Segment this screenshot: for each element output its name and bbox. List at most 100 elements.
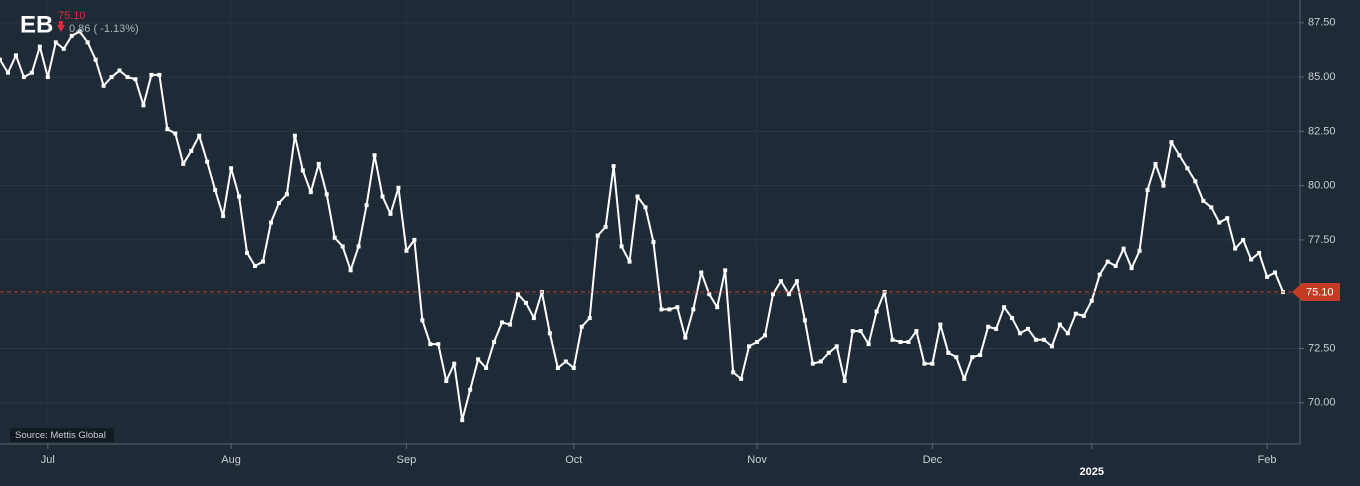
price-point — [962, 376, 967, 381]
price-point — [1002, 305, 1007, 310]
price-point — [253, 263, 258, 268]
price-point — [1241, 237, 1246, 242]
price-point — [93, 57, 98, 62]
price-point — [404, 248, 409, 253]
x-year-label: 2025 — [1080, 466, 1104, 478]
price-point — [300, 168, 305, 173]
price-point — [237, 194, 242, 199]
price-point — [1018, 331, 1023, 336]
price-point — [898, 339, 903, 344]
price-point — [587, 316, 592, 321]
price-point — [157, 72, 162, 77]
price-point — [77, 29, 82, 34]
price-point — [1233, 246, 1238, 251]
price-point — [492, 339, 497, 344]
price-point — [619, 244, 624, 249]
x-tick-label: Nov — [747, 454, 767, 466]
price-point — [101, 83, 106, 88]
price-point — [826, 350, 831, 355]
price-point — [946, 350, 951, 355]
price-point — [53, 40, 58, 45]
price-point — [189, 148, 194, 153]
y-tick-label: 72.50 — [1308, 342, 1336, 354]
price-point — [1209, 205, 1214, 210]
price-point — [1265, 274, 1270, 279]
price-point — [420, 318, 425, 323]
price-point — [786, 292, 791, 297]
price-point — [388, 211, 393, 216]
price-point — [508, 322, 513, 327]
price-point — [260, 259, 265, 264]
x-tick-label: Jul — [41, 454, 55, 466]
price-point — [1145, 187, 1150, 192]
price-point — [563, 359, 568, 364]
price-point — [866, 342, 871, 347]
price-point — [579, 324, 584, 329]
price-point — [436, 342, 441, 347]
axes: 70.0072.5075.0077.5080.0082.5085.0087.50… — [41, 17, 1340, 478]
price-point — [1113, 263, 1118, 268]
price-point — [731, 370, 736, 375]
source-box — [10, 428, 114, 442]
y-tick-label: 70.00 — [1308, 397, 1336, 409]
price-point — [332, 235, 337, 240]
price-point — [627, 259, 632, 264]
price-point — [1249, 257, 1254, 262]
price-point — [659, 307, 664, 312]
price-point — [284, 192, 289, 197]
y-tick-label: 77.50 — [1308, 234, 1336, 246]
price-point — [691, 307, 696, 312]
price-point — [651, 240, 656, 245]
price-point — [452, 361, 457, 366]
price-point — [994, 326, 999, 331]
price-point — [715, 305, 720, 310]
price-point — [428, 342, 433, 347]
price-point — [1033, 337, 1038, 342]
price-point — [850, 329, 855, 334]
price-point — [699, 270, 704, 275]
price-point — [635, 194, 640, 199]
price-point — [13, 53, 18, 58]
price-point — [69, 33, 74, 38]
price-point — [213, 187, 218, 192]
last-price-tag — [1292, 283, 1340, 302]
price-point — [667, 307, 672, 312]
price-point — [603, 224, 608, 229]
price-point — [683, 335, 688, 340]
price-point — [5, 70, 10, 75]
price-point — [1137, 248, 1142, 253]
price-point — [834, 344, 839, 349]
price-point — [954, 355, 959, 360]
down-arrow — [57, 25, 65, 32]
price-point — [324, 192, 329, 197]
price-point — [372, 153, 377, 158]
x-tick-label: Aug — [221, 454, 241, 466]
plot — [0, 29, 1300, 423]
price-point — [763, 333, 768, 338]
price-point — [914, 329, 919, 334]
price-point — [396, 185, 401, 190]
price-point — [547, 331, 552, 336]
price-point — [1089, 298, 1094, 303]
price-point — [37, 44, 42, 49]
price-point — [484, 366, 489, 371]
price-point — [555, 366, 560, 371]
price-point — [970, 355, 975, 360]
price-point — [1273, 270, 1278, 275]
price-point — [938, 322, 943, 327]
price-point — [571, 366, 576, 371]
price-point — [755, 339, 760, 344]
grid — [0, 22, 1300, 404]
price-point — [133, 77, 138, 82]
price-point — [890, 337, 895, 342]
price-point — [1169, 140, 1174, 145]
price-point — [1105, 259, 1110, 264]
price-point — [380, 194, 385, 199]
price-point — [818, 359, 823, 364]
price-point — [778, 279, 783, 284]
price-point — [125, 75, 130, 80]
price-point — [802, 318, 807, 323]
price-point — [460, 418, 465, 423]
price-point — [874, 309, 879, 314]
price-point — [1057, 322, 1062, 327]
